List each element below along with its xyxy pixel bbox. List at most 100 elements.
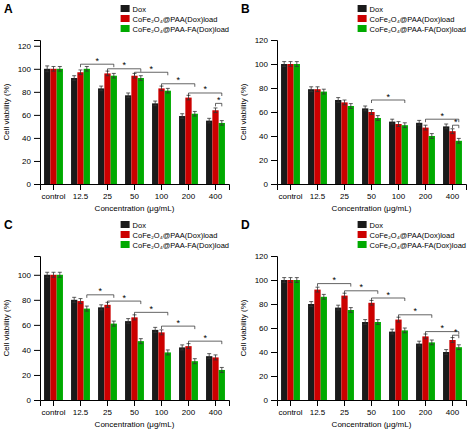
y-axis-title: Cell viability (%) (2, 299, 11, 356)
tick-mark (53, 184, 54, 190)
bar (50, 69, 56, 184)
bar (449, 131, 455, 184)
tick-label: 400 (446, 408, 460, 417)
tick-label: 100 (392, 408, 406, 417)
bar (50, 275, 56, 400)
error-bar (430, 134, 434, 139)
y-axis-title: Cell viability (%) (239, 83, 248, 140)
tick-label: 100 (392, 192, 406, 201)
legend-label: Dox (370, 221, 384, 230)
y-tick: 40 (22, 346, 40, 355)
y-tick: 20 (22, 157, 40, 166)
bar (104, 73, 110, 184)
x-tick: 12.5 (73, 184, 89, 201)
bar (308, 89, 314, 184)
annotations: ****** (81, 56, 222, 107)
tick-mark (34, 161, 40, 162)
legend-item: CoFe₂O₄@PAA-FA(Dox)load (121, 241, 229, 250)
tick-label: 50 (367, 408, 376, 417)
bar (71, 300, 77, 400)
bar (368, 112, 374, 184)
x-tick: 400 (209, 400, 223, 417)
tick-mark (398, 400, 399, 406)
error-bar (370, 300, 374, 305)
x-tick: 200 (182, 400, 196, 417)
x-tick: 50 (367, 400, 376, 417)
axis-line (278, 185, 467, 191)
tick-mark (371, 184, 372, 190)
bar (138, 341, 144, 400)
y-axis: 020406080100120 (255, 36, 278, 189)
legend-item: CoFe₂O₄@PAA-FA(Dox)load (358, 25, 466, 34)
tick-label: 100 (155, 192, 169, 201)
y-axis-title: Cell viability (%) (2, 83, 11, 140)
error-bar (52, 66, 56, 71)
significance-label: * (176, 318, 180, 328)
tick-label: 120 (18, 42, 32, 51)
x-tick: 12.5 (310, 184, 326, 201)
legend-item: CoFe₂O₄@PAA(Dox)load (121, 231, 218, 240)
error-bar (403, 123, 407, 128)
bar (314, 290, 320, 400)
tick-label: 80 (22, 88, 31, 97)
legend: DoxCoFe₂O₄@PAA(Dox)loadCoFe₂O₄@PAA-FA(Do… (358, 221, 466, 250)
legend-label: CoFe₂O₄@PAA-FA(Dox)load (133, 241, 229, 250)
tick-mark (188, 184, 189, 190)
tick-label: 120 (255, 36, 269, 45)
bar (308, 304, 314, 400)
x-tick: control (278, 184, 302, 201)
significance-label: * (203, 333, 207, 343)
error-bar (139, 339, 143, 344)
tick-label: 100 (18, 271, 32, 280)
significance-label: * (332, 275, 336, 285)
significance-label: * (386, 290, 390, 300)
legend-item: Dox (121, 5, 147, 14)
error-bar (72, 76, 76, 81)
bar (443, 126, 449, 184)
error-bar (417, 341, 421, 346)
bar (77, 72, 83, 184)
error-bar (336, 305, 340, 310)
bar (449, 340, 455, 400)
bar (402, 125, 408, 184)
error-bar (180, 114, 184, 119)
error-bar (139, 76, 143, 81)
bar (314, 89, 320, 184)
tick-mark (271, 256, 277, 257)
tick-mark (161, 184, 162, 190)
bar (335, 308, 341, 400)
bar (429, 342, 435, 400)
tick-mark (188, 400, 189, 406)
legend-swatch (358, 5, 367, 12)
bar (111, 324, 117, 400)
tick-label: 12.5 (73, 408, 89, 417)
error-bar (214, 108, 218, 113)
bar (212, 110, 218, 184)
panel-title: D (241, 218, 250, 232)
bar (219, 370, 225, 400)
panel: 020406080100120control12.52550100200400*… (239, 2, 467, 213)
x-tick: control (41, 184, 65, 201)
legend: DoxCoFe₂O₄@PAA(Dox)loadCoFe₂O₄@PAA-FA(Do… (358, 5, 466, 34)
bar (368, 303, 374, 400)
error-bar (316, 87, 320, 92)
bar (362, 322, 368, 400)
x-tick: 100 (392, 400, 406, 417)
bar (98, 307, 104, 400)
bar (348, 310, 354, 400)
bar (158, 88, 164, 184)
bar (362, 108, 368, 184)
tick-mark (161, 400, 162, 406)
error-bar (370, 110, 374, 115)
tick-mark (271, 40, 277, 41)
error-bar (295, 62, 299, 67)
tick-mark (34, 115, 40, 116)
tick-mark (271, 112, 277, 113)
bar (443, 352, 449, 400)
bar (375, 118, 381, 184)
y-axis-title: Cell viability (%) (239, 299, 248, 356)
significance-label: * (359, 282, 363, 292)
bar (294, 64, 300, 184)
tick-label: 60 (259, 108, 268, 117)
annotations: ***** (87, 286, 222, 344)
